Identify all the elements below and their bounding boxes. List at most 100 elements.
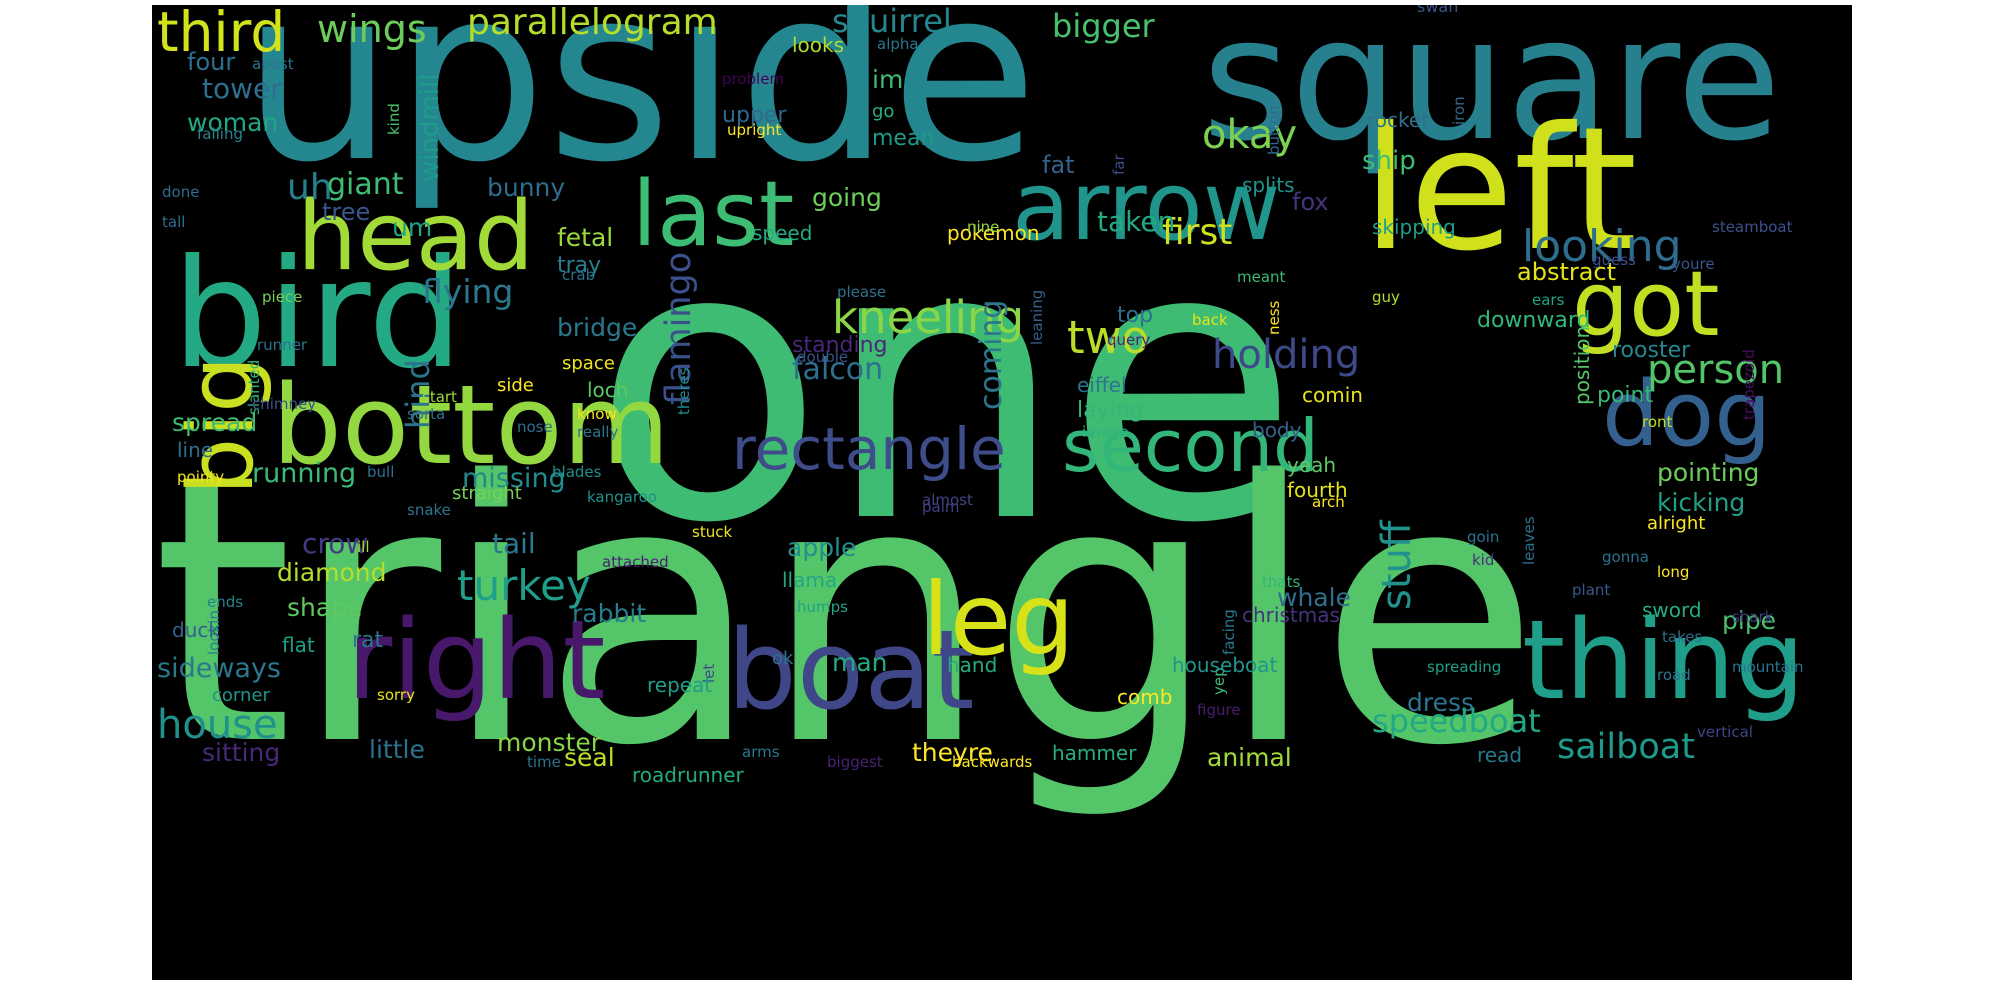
word-bigger: bigger: [1052, 7, 1155, 45]
word-top: top: [1117, 303, 1154, 328]
word-road: road: [1657, 666, 1691, 684]
word-second: second: [1062, 404, 1319, 488]
word-comb: comb: [1117, 685, 1173, 709]
word-position: position: [1570, 325, 1594, 405]
word-spread: spread: [172, 408, 258, 437]
word-leg: leg: [922, 561, 1075, 678]
word-side: side: [497, 375, 534, 396]
word-body: body: [1252, 418, 1302, 442]
word-go: go: [872, 101, 895, 122]
word-ship: ship: [1362, 146, 1416, 176]
word-left: left: [1362, 91, 1638, 289]
word-standing: standing: [792, 333, 888, 358]
word-hammer: hammer: [1052, 741, 1137, 765]
word-problem: problem: [722, 70, 785, 88]
word-loch: loch: [587, 378, 629, 402]
word-looks: looks: [792, 33, 845, 57]
word-apple: apple: [787, 533, 857, 562]
word-space: space: [562, 353, 615, 374]
word-tall: tall: [162, 213, 186, 231]
word-kangaroo: kangaroo: [587, 488, 658, 506]
word-piece: piece: [262, 288, 303, 306]
word-image: image: [1082, 423, 1129, 441]
word-meant: meant: [1237, 268, 1286, 286]
word-leaning: leaning: [1028, 289, 1046, 345]
word-shark: shark: [1732, 608, 1774, 626]
word-shape: shape: [287, 593, 363, 622]
word-fat: fat: [1042, 151, 1075, 179]
word-stuck: stuck: [692, 523, 733, 541]
word-pokemon: pokemon: [947, 221, 1040, 245]
word-houseboat: houseboat: [1172, 653, 1278, 677]
word-facing: facing: [1220, 609, 1238, 655]
word-stuff: stuff: [1374, 520, 1420, 610]
word-ok: ok: [772, 648, 794, 669]
word-iron: iron: [1450, 96, 1468, 125]
word-really: really: [577, 423, 619, 441]
word-one: one: [592, 163, 1300, 606]
word-diamond: diamond: [277, 558, 387, 587]
word-trapezoid: trapezoid: [1740, 349, 1758, 420]
word-long: long: [1657, 563, 1690, 581]
word-upside: upside: [242, 5, 1039, 215]
word-ness: ness: [1265, 300, 1283, 335]
word-skipping: skipping: [1372, 215, 1456, 239]
word-corner: corner: [212, 685, 270, 706]
word-arms: arms: [742, 743, 780, 761]
word-okay: okay: [1202, 112, 1298, 158]
word-laying: laying: [1077, 398, 1144, 423]
word-pointing: pointing: [1657, 458, 1760, 487]
word-comin: comin: [1302, 383, 1363, 407]
word-ront: ront: [1642, 413, 1673, 431]
word-swan: swan: [1417, 5, 1459, 16]
word-guy: guy: [1372, 288, 1400, 306]
word-theyre: theyre: [912, 738, 993, 767]
word-humps: humps: [797, 598, 848, 616]
word-four: four: [187, 48, 236, 76]
word-attached: attached: [602, 553, 669, 571]
word-alpha: alpha: [877, 35, 919, 53]
word-figure: figure: [1197, 701, 1241, 719]
word-sorta: sorta: [407, 405, 446, 423]
word-sword: sword: [1642, 598, 1702, 622]
word-straight: straight: [452, 483, 522, 504]
word-christmas: christmas: [1242, 603, 1340, 627]
word-leaves: leaves: [1520, 516, 1538, 565]
word-ears: ears: [1532, 291, 1565, 309]
word-splits: splits: [1242, 173, 1295, 197]
word-llama: llama: [782, 568, 838, 592]
word-right: right: [347, 596, 606, 724]
word-cloud: one triangle upside square left bird bottom rig…: [152, 5, 1852, 980]
word-bunny: bunny: [487, 173, 566, 202]
word-uh: uh: [287, 167, 333, 208]
word-gonna: gonna: [1602, 548, 1649, 566]
word-triangle: triangle: [152, 405, 1540, 824]
word-coming: coming: [974, 299, 1009, 410]
word-windmill: windmill: [415, 73, 445, 182]
word-rat: rat: [352, 628, 384, 653]
word-rabbit: rabbit: [572, 599, 647, 628]
word-man: man: [832, 648, 888, 677]
word-read: read: [1477, 743, 1523, 767]
word-youre: youre: [1672, 255, 1715, 273]
word-downward: downward: [1477, 308, 1591, 333]
word-apost: apost: [252, 55, 294, 73]
word-button: button: [1265, 105, 1283, 155]
word-query: query: [1107, 331, 1151, 349]
word-house: house: [157, 702, 278, 748]
word-spreading: spreading: [1427, 658, 1502, 676]
word-third: third: [157, 5, 286, 64]
word-boat: boat: [727, 606, 975, 734]
word-runner: runner: [257, 336, 308, 354]
word-wings: wings: [317, 7, 427, 51]
word-flying: flying: [422, 272, 514, 311]
word-almost: almost: [922, 491, 973, 509]
word-yeah: yeah: [1287, 453, 1337, 477]
word-plant: plant: [1572, 581, 1611, 599]
word-tray: tray: [557, 253, 602, 278]
word-person: person: [1647, 347, 1785, 393]
word-rectangle: rectangle: [732, 415, 1006, 483]
word-hand: hand: [947, 653, 998, 677]
word-nose: nose: [517, 418, 553, 436]
word-upright: upright: [727, 121, 782, 139]
